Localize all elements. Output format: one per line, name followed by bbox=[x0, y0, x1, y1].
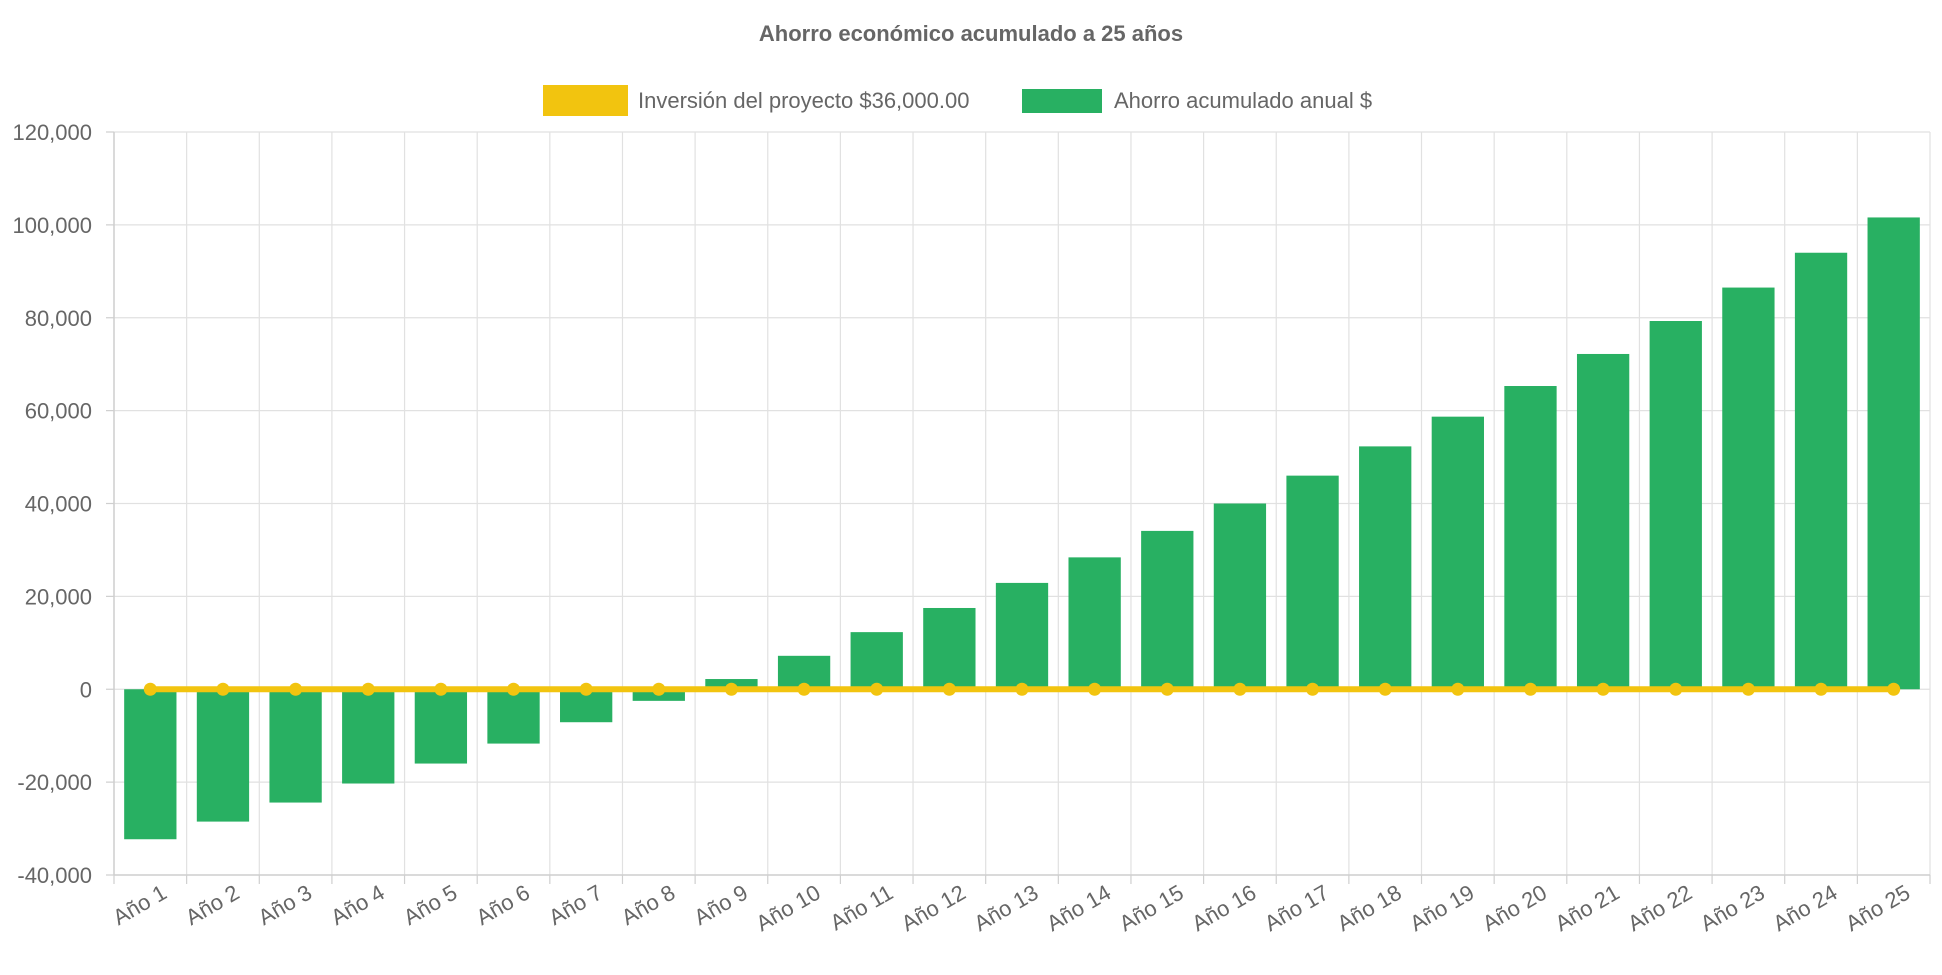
bar[interactable] bbox=[850, 632, 903, 690]
bar[interactable] bbox=[1867, 217, 1920, 690]
x-tick-label: Año 25 bbox=[1841, 880, 1914, 937]
line-point[interactable] bbox=[143, 682, 157, 696]
line-point[interactable] bbox=[1596, 682, 1610, 696]
bar[interactable] bbox=[1722, 287, 1775, 690]
x-tick-label: Año 4 bbox=[326, 880, 388, 930]
x-tick-label: Año 17 bbox=[1260, 880, 1333, 937]
line-point[interactable] bbox=[216, 682, 230, 696]
bar[interactable] bbox=[995, 582, 1049, 690]
y-tick-label: -40,000 bbox=[17, 863, 92, 888]
bar[interactable] bbox=[923, 607, 976, 690]
line-point[interactable] bbox=[1741, 682, 1755, 696]
axes: 120,000 100,000 80,000 60,000 40,000 20,000 0 -… bbox=[12, 120, 1931, 937]
x-tick-label: Año 13 bbox=[970, 880, 1043, 937]
bar[interactable] bbox=[1286, 475, 1339, 690]
x-tick-label: Año 5 bbox=[399, 880, 461, 930]
y-tick-label: 0 bbox=[80, 677, 92, 702]
bar[interactable] bbox=[1576, 353, 1630, 690]
y-tick-label: 60,000 bbox=[25, 399, 92, 424]
x-tick-label: Año 20 bbox=[1478, 880, 1551, 937]
bar[interactable] bbox=[196, 689, 250, 822]
x-tick-label: Año 7 bbox=[544, 880, 606, 930]
x-tick-label: Año 6 bbox=[472, 880, 534, 930]
line-point[interactable] bbox=[579, 682, 593, 696]
legend[interactable]: Inversión del proyecto $36,000.00 Ahorro… bbox=[543, 85, 1372, 116]
bar[interactable] bbox=[1794, 252, 1848, 690]
y-tick-label: 40,000 bbox=[25, 492, 92, 517]
x-tick-label: Año 2 bbox=[181, 880, 243, 930]
bar[interactable] bbox=[124, 689, 177, 840]
line-point[interactable] bbox=[434, 682, 448, 696]
bar[interactable] bbox=[342, 689, 395, 784]
line-point[interactable] bbox=[361, 682, 375, 696]
line-point[interactable] bbox=[942, 682, 956, 696]
bar[interactable] bbox=[487, 689, 540, 744]
x-tick-label: Año 8 bbox=[617, 880, 679, 930]
line-point[interactable] bbox=[507, 682, 521, 696]
line-point[interactable] bbox=[724, 682, 738, 696]
line-series bbox=[143, 682, 1901, 696]
bar[interactable] bbox=[269, 689, 322, 803]
line-point[interactable] bbox=[1088, 682, 1102, 696]
bar[interactable] bbox=[1431, 416, 1484, 690]
line-point[interactable] bbox=[1814, 682, 1828, 696]
legend-swatch-savings bbox=[1022, 89, 1102, 113]
bar[interactable] bbox=[1359, 446, 1412, 690]
x-tick-label: Año 10 bbox=[752, 880, 825, 937]
bar[interactable] bbox=[1068, 557, 1121, 690]
line-point[interactable] bbox=[1233, 682, 1247, 696]
x-tick-label: Año 3 bbox=[254, 880, 316, 930]
y-tick-label: 20,000 bbox=[25, 584, 92, 609]
grid bbox=[113, 131, 1931, 876]
x-tick-label: Año 9 bbox=[690, 880, 752, 930]
x-tick-label: Año 18 bbox=[1333, 880, 1406, 937]
x-tick-label: Año 23 bbox=[1696, 880, 1769, 937]
x-tick-label: Año 21 bbox=[1551, 880, 1624, 937]
x-tick-label: Año 1 bbox=[109, 880, 171, 930]
x-tick-label: Año 14 bbox=[1042, 880, 1115, 937]
chart-title: Ahorro económico acumulado a 25 años bbox=[759, 21, 1183, 46]
line-point[interactable] bbox=[1015, 682, 1029, 696]
line-point[interactable] bbox=[1451, 682, 1465, 696]
line-point[interactable] bbox=[1160, 682, 1174, 696]
x-tick-label: Año 24 bbox=[1769, 880, 1842, 937]
line-point[interactable] bbox=[652, 682, 666, 696]
bar[interactable] bbox=[1141, 530, 1194, 690]
x-tick-label: Año 19 bbox=[1405, 880, 1478, 937]
x-tick-label: Año 22 bbox=[1623, 880, 1696, 937]
x-tick-label: Año 11 bbox=[826, 880, 897, 936]
bar-series bbox=[124, 217, 1920, 840]
line-point[interactable] bbox=[1306, 682, 1320, 696]
x-tick-label: Año 12 bbox=[897, 880, 970, 937]
y-tick-label: 120,000 bbox=[12, 120, 92, 145]
line-point[interactable] bbox=[289, 682, 303, 696]
line-point[interactable] bbox=[1378, 682, 1392, 696]
bar[interactable] bbox=[1213, 503, 1267, 690]
legend-swatch-investment bbox=[543, 85, 628, 116]
x-tick-label: Año 15 bbox=[1115, 880, 1188, 937]
y-tick-label: 100,000 bbox=[12, 213, 92, 238]
legend-label-savings: Ahorro acumulado anual $ bbox=[1114, 88, 1372, 113]
line-point[interactable] bbox=[870, 682, 884, 696]
y-tick-label: 80,000 bbox=[25, 306, 92, 331]
bar[interactable] bbox=[1649, 321, 1702, 690]
line-point[interactable] bbox=[797, 682, 811, 696]
bar[interactable] bbox=[1504, 386, 1557, 690]
line-point[interactable] bbox=[1669, 682, 1683, 696]
bar[interactable] bbox=[414, 689, 468, 764]
line-point[interactable] bbox=[1887, 682, 1901, 696]
line-point[interactable] bbox=[1523, 682, 1537, 696]
legend-label-investment: Inversión del proyecto $36,000.00 bbox=[638, 88, 969, 113]
x-tick-label: Año 16 bbox=[1188, 880, 1261, 937]
y-tick-label: -20,000 bbox=[17, 770, 92, 795]
